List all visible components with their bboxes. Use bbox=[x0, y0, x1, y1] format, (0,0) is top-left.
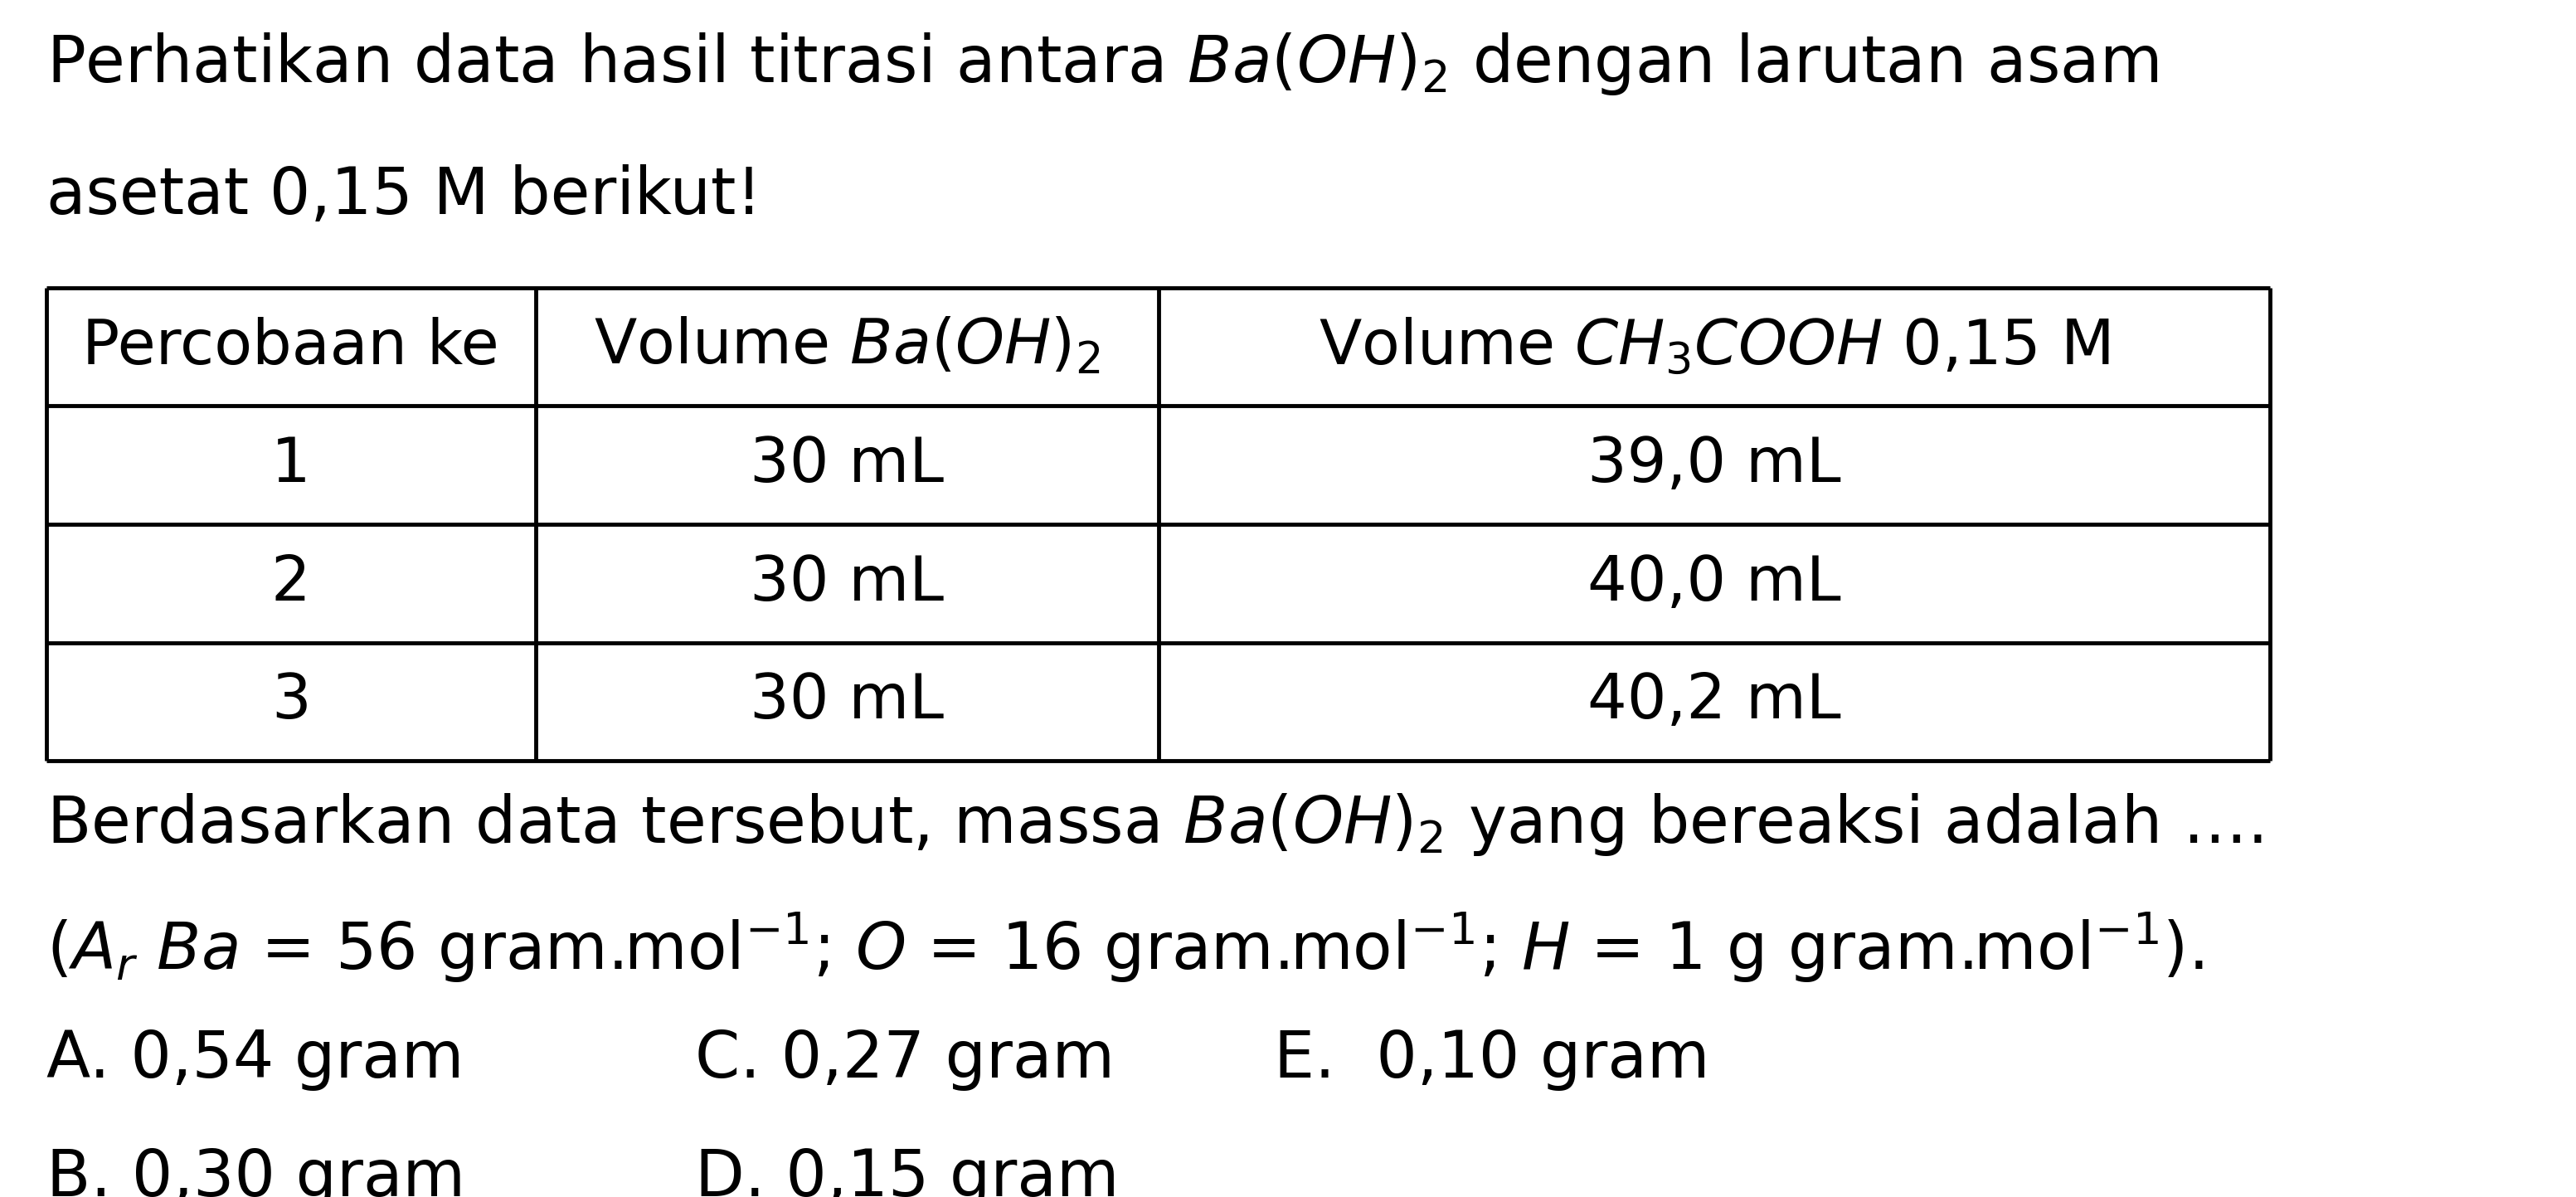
Text: 39,0 mL: 39,0 mL bbox=[1587, 435, 1842, 496]
Text: 40,2 mL: 40,2 mL bbox=[1587, 672, 1842, 731]
Text: E.  0,10 gram: E. 0,10 gram bbox=[1275, 1028, 1710, 1090]
Text: Perhatikan data hasil titrasi antara $Ba(OH)_2$ dengan larutan asam: Perhatikan data hasil titrasi antara $Ba… bbox=[46, 31, 2159, 97]
Text: 30 mL: 30 mL bbox=[750, 435, 943, 496]
Text: Volume $Ba(OH)_2$: Volume $Ba(OH)_2$ bbox=[592, 316, 1100, 377]
Text: B. 0,30 gram: B. 0,30 gram bbox=[46, 1147, 466, 1197]
Text: ($A_r$ $Ba$ = 56 gram.mol$^{-1}$; $O$ = 16 gram.mol$^{-1}$; $H$ = 1 g gram.mol$^: ($A_r$ $Ba$ = 56 gram.mol$^{-1}$; $O$ = … bbox=[46, 910, 2202, 985]
Text: 30 mL: 30 mL bbox=[750, 553, 943, 614]
Text: D. 0,15 gram: D. 0,15 gram bbox=[696, 1147, 1118, 1197]
Text: Percobaan ke: Percobaan ke bbox=[82, 317, 500, 377]
Text: 2: 2 bbox=[270, 553, 312, 614]
Text: A. 0,54 gram: A. 0,54 gram bbox=[46, 1028, 464, 1090]
Text: Volume $CH_3COOH$ 0,15 M: Volume $CH_3COOH$ 0,15 M bbox=[1319, 317, 2110, 377]
Text: asetat 0,15 M berikut!: asetat 0,15 M berikut! bbox=[46, 164, 762, 227]
Text: 1: 1 bbox=[270, 435, 312, 496]
Text: Berdasarkan data tersebut, massa $Ba(OH)_2$ yang bereaksi adalah ….: Berdasarkan data tersebut, massa $Ba(OH)… bbox=[46, 791, 2262, 858]
Text: 40,0 mL: 40,0 mL bbox=[1587, 553, 1842, 614]
Text: C. 0,27 gram: C. 0,27 gram bbox=[696, 1028, 1115, 1090]
Text: 3: 3 bbox=[270, 672, 312, 731]
Text: 30 mL: 30 mL bbox=[750, 672, 943, 731]
